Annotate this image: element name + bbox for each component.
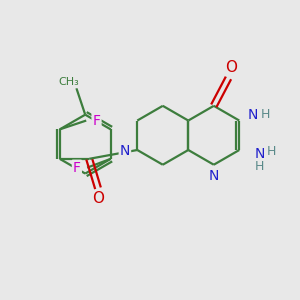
Text: N: N <box>120 145 130 158</box>
Text: H: H <box>266 145 276 158</box>
Text: F: F <box>92 114 101 128</box>
Text: CH₃: CH₃ <box>59 77 80 87</box>
Text: N: N <box>247 108 258 122</box>
Text: N: N <box>208 169 219 183</box>
Text: O: O <box>225 60 237 75</box>
Text: O: O <box>92 191 104 206</box>
Text: H: H <box>255 160 265 173</box>
Text: N: N <box>255 147 265 161</box>
Text: H: H <box>260 108 270 121</box>
Text: F: F <box>73 161 81 175</box>
